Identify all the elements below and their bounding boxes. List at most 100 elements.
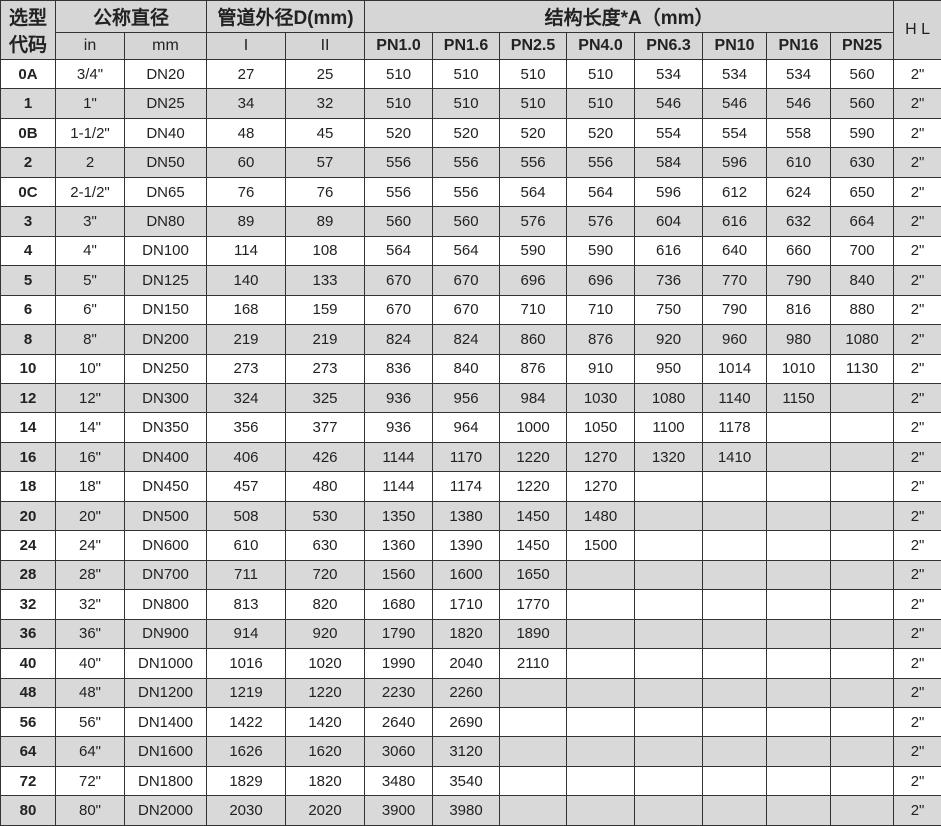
header-d1: I <box>206 32 287 60</box>
table-cell: 936 <box>364 382 434 414</box>
table-cell <box>830 589 895 620</box>
table-cell <box>499 677 568 708</box>
table-cell: 711 <box>206 559 287 591</box>
table-cell <box>499 795 568 826</box>
table-cell <box>830 500 895 532</box>
table-cell: 356 <box>206 412 287 443</box>
table-cell: DN1800 <box>123 765 208 797</box>
table-row: 14 14" DN350 356 377 936 964 1000 1050 1100 1178 2" <box>0 412 941 443</box>
header-mm: mm <box>123 32 208 60</box>
table-cell: 27 <box>206 58 287 90</box>
table-cell <box>830 412 895 443</box>
table-row: 4 4" DN100 114 108 564 564 590 590 616 640 660 700 2" <box>0 235 941 267</box>
table-cell: 1480 <box>566 500 636 532</box>
table-cell: 560 <box>432 206 501 237</box>
table-cell: 2 <box>55 147 125 178</box>
cell-hl: 2" <box>893 117 941 149</box>
table-cell: 914 <box>206 618 287 650</box>
table-cell <box>830 648 895 679</box>
table-cell <box>830 677 895 708</box>
table-cell: 57 <box>285 147 366 178</box>
table-cell: 25 <box>285 58 366 90</box>
table-cell: 876 <box>566 324 636 355</box>
table-cell: DN1400 <box>123 706 208 738</box>
table-cell <box>766 648 832 679</box>
table-cell: 630 <box>830 147 895 178</box>
table-cell <box>830 471 895 502</box>
table-cell: 2260 <box>432 677 501 708</box>
table-cell: 1422 <box>206 706 287 738</box>
cell-code: 24 <box>0 530 56 561</box>
cell-hl: 2" <box>893 559 941 591</box>
table-cell: 510 <box>566 88 636 119</box>
table-cell <box>566 559 636 591</box>
table-cell: 168 <box>206 294 287 326</box>
table-cell: DN125 <box>123 265 208 296</box>
header-structure-length: 结构长度*A（mm） <box>364 0 895 33</box>
table-cell: DN25 <box>123 88 208 119</box>
table-cell <box>634 559 704 591</box>
table-row: 0B 1-1/2" DN40 48 45 520 520 520 520 554 554 558 590… <box>0 117 941 149</box>
table-cell <box>566 795 636 826</box>
table-row: 72 72" DN1800 1829 1820 3480 3540 2" <box>0 765 941 797</box>
table-cell: 984 <box>499 382 568 414</box>
table-cell <box>702 677 768 708</box>
table-cell <box>702 618 768 650</box>
table-cell: 1100 <box>634 412 704 443</box>
table-cell: 1220 <box>499 471 568 502</box>
table-cell: 14" <box>55 412 125 443</box>
table-cell: 76 <box>206 176 287 208</box>
table-cell: 6" <box>55 294 125 326</box>
table-cell: 790 <box>702 294 768 326</box>
table-cell <box>634 530 704 561</box>
table-cell <box>634 500 704 532</box>
table-cell: 34 <box>206 88 287 119</box>
table-cell: 558 <box>766 117 832 149</box>
table-cell: 956 <box>432 382 501 414</box>
cell-hl: 2" <box>893 530 941 561</box>
table-row: 2 2 DN50 60 57 556 556 556 556 584 596 610 630 2" <box>0 147 941 178</box>
table-cell: 624 <box>766 176 832 208</box>
table-cell: 816 <box>766 294 832 326</box>
table-cell: 790 <box>766 265 832 296</box>
table-cell <box>830 530 895 561</box>
table-cell: 2-1/2" <box>55 176 125 208</box>
table-cell: 377 <box>285 412 366 443</box>
table-cell <box>830 736 895 767</box>
table-cell: 920 <box>285 618 366 650</box>
table-cell <box>634 618 704 650</box>
table-cell <box>702 648 768 679</box>
cell-hl: 2" <box>893 500 941 532</box>
table-cell: 4" <box>55 235 125 267</box>
table-cell: 325 <box>285 382 366 414</box>
table-cell <box>766 559 832 591</box>
table-cell: 36" <box>55 618 125 650</box>
table-cell: 564 <box>364 235 434 267</box>
table-cell: 1016 <box>206 648 287 679</box>
table-cell: 76 <box>285 176 366 208</box>
table-cell: 3120 <box>432 736 501 767</box>
table-row: 0A 3/4" DN20 27 25 510 510 510 510 534 534 534 560 2" <box>0 58 941 90</box>
table-cell: 1410 <box>702 441 768 473</box>
table-cell: 876 <box>499 353 568 384</box>
table-cell: DN50 <box>123 147 208 178</box>
table-cell: 1178 <box>702 412 768 443</box>
table-cell: 696 <box>499 265 568 296</box>
table-cell: 556 <box>499 147 568 178</box>
cell-hl: 2" <box>893 677 941 708</box>
table-cell: 670 <box>432 265 501 296</box>
table-row: 0C 2-1/2" DN65 76 76 556 556 564 564 596 612 624 650… <box>0 176 941 208</box>
table-cell: 1020 <box>285 648 366 679</box>
table-cell: 534 <box>634 58 704 90</box>
table-cell <box>499 736 568 767</box>
table-cell: 2110 <box>499 648 568 679</box>
table-cell <box>830 795 895 826</box>
table-cell <box>766 795 832 826</box>
table-cell: 596 <box>702 147 768 178</box>
cell-hl: 2" <box>893 265 941 296</box>
table-cell <box>830 618 895 650</box>
table-cell: 1-1/2" <box>55 117 125 149</box>
table-cell: 108 <box>285 235 366 267</box>
table-cell: 140 <box>206 265 287 296</box>
table-cell: 1710 <box>432 589 501 620</box>
